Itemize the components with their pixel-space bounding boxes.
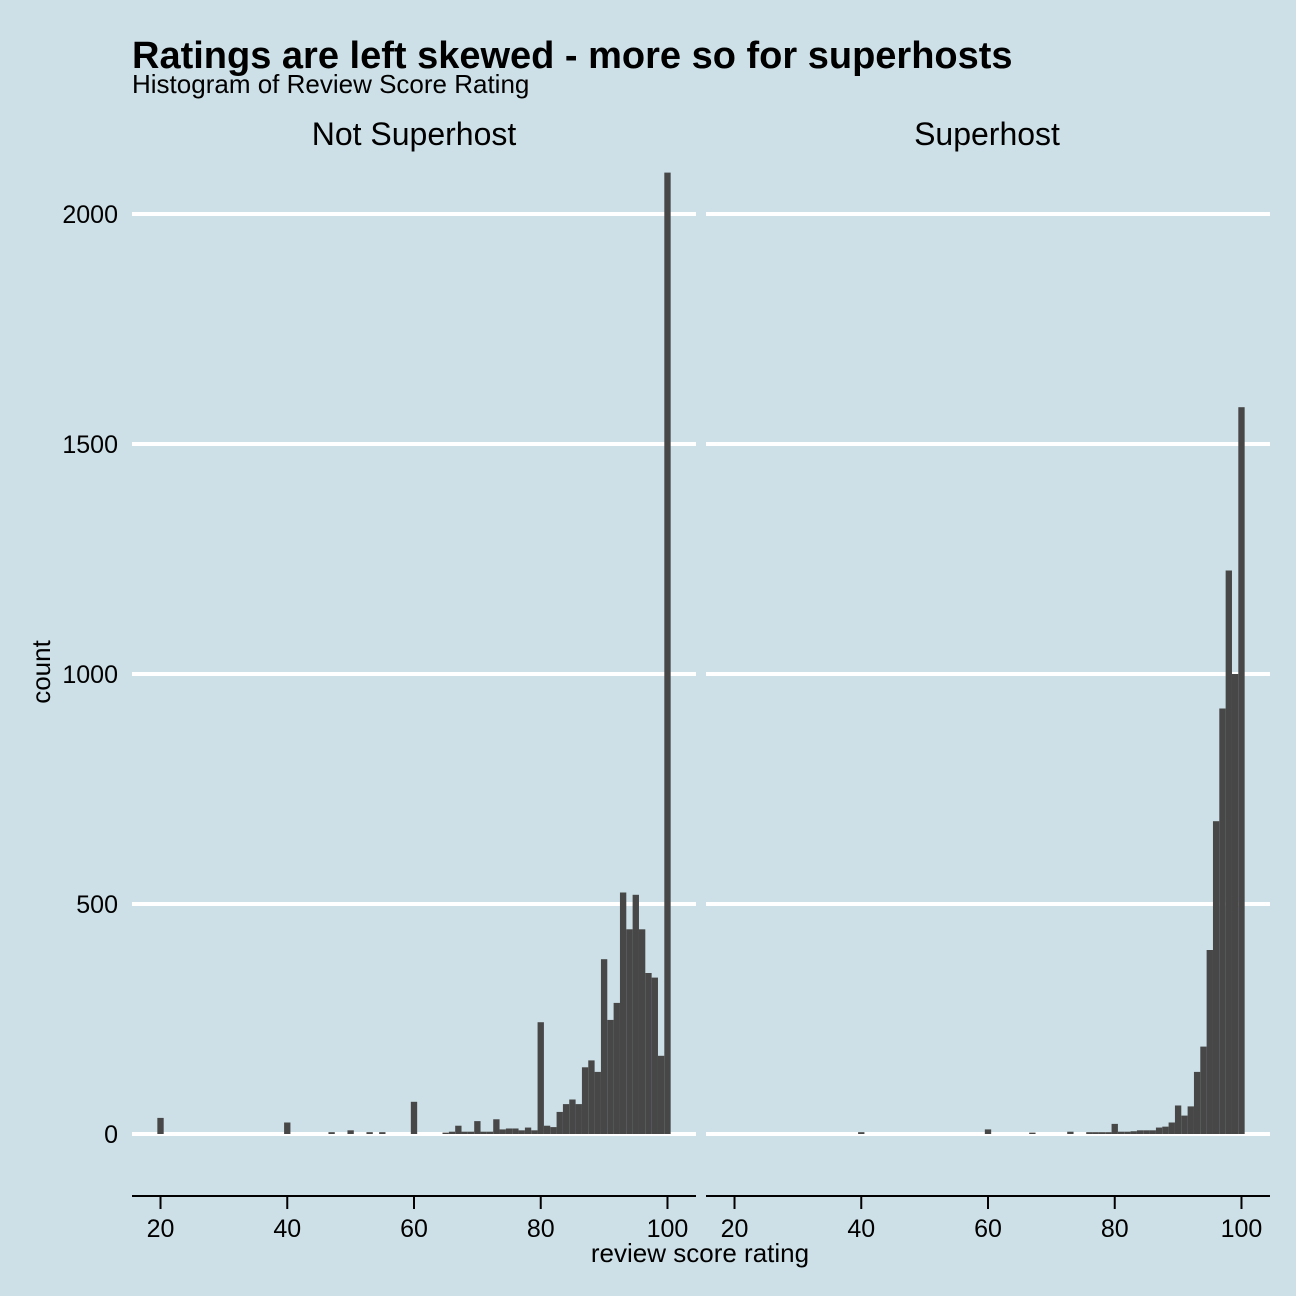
bar-superhost-90 bbox=[1174, 1105, 1182, 1134]
bar-not-superhost-55 bbox=[379, 1132, 386, 1134]
x-tick-label-not-superhost-100: 100 bbox=[647, 1215, 689, 1243]
bar-superhost-97 bbox=[1219, 708, 1226, 1134]
y-tick-label-1500: 1500 bbox=[62, 431, 118, 459]
bar-superhost-80 bbox=[1111, 1123, 1118, 1134]
bar-superhost-78 bbox=[1098, 1132, 1106, 1134]
bar-not-superhost-100 bbox=[664, 172, 671, 1135]
gridlines bbox=[132, 212, 1270, 1136]
bar-not-superhost-71 bbox=[480, 1131, 487, 1134]
bar-not-superhost-89 bbox=[594, 1071, 601, 1134]
x-axis-label: review score rating bbox=[591, 1238, 809, 1268]
bar-not-superhost-87 bbox=[581, 1067, 589, 1134]
bar-not-superhost-85 bbox=[569, 1099, 576, 1134]
x-tick-label-not-superhost-40: 40 bbox=[273, 1215, 301, 1243]
bar-superhost-67 bbox=[1029, 1132, 1036, 1134]
bar-not-superhost-50 bbox=[347, 1130, 354, 1134]
bar-not-superhost-68 bbox=[461, 1131, 468, 1134]
bar-not-superhost-69 bbox=[467, 1131, 475, 1134]
y-tick-label-1000: 1000 bbox=[62, 661, 118, 689]
bar-superhost-88 bbox=[1162, 1126, 1169, 1134]
bar-superhost-98 bbox=[1225, 570, 1232, 1134]
bar-not-superhost-79 bbox=[531, 1130, 538, 1134]
x-tick-label-not-superhost-20: 20 bbox=[147, 1215, 175, 1243]
bar-superhost-96 bbox=[1212, 821, 1220, 1134]
bar-not-superhost-53 bbox=[366, 1132, 373, 1134]
bar-not-superhost-98 bbox=[651, 977, 658, 1134]
x-tick-label-not-superhost-80: 80 bbox=[527, 1215, 555, 1243]
bar-not-superhost-83 bbox=[556, 1111, 563, 1134]
bar-superhost-99 bbox=[1231, 674, 1239, 1134]
bar-not-superhost-75 bbox=[505, 1128, 513, 1134]
bar-superhost-83 bbox=[1130, 1131, 1137, 1134]
chart-subtitle: Histogram of Review Score Rating bbox=[132, 69, 529, 99]
bar-not-superhost-92 bbox=[613, 1002, 620, 1134]
bar-superhost-94 bbox=[1200, 1046, 1207, 1134]
bar-superhost-77 bbox=[1092, 1132, 1099, 1134]
bar-superhost-92 bbox=[1187, 1106, 1194, 1134]
bar-not-superhost-76 bbox=[512, 1128, 519, 1134]
bar-not-superhost-94 bbox=[626, 929, 633, 1134]
y-tick-label-0: 0 bbox=[104, 1121, 118, 1149]
bar-not-superhost-95 bbox=[632, 894, 639, 1134]
bar-not-superhost-60 bbox=[410, 1101, 418, 1134]
x-tick-label-superhost-40: 40 bbox=[847, 1215, 875, 1243]
bar-not-superhost-66 bbox=[448, 1131, 456, 1134]
facet-label-not-superhost: Not Superhost bbox=[312, 116, 517, 152]
bar-not-superhost-78 bbox=[524, 1127, 532, 1134]
bar-not-superhost-20 bbox=[157, 1117, 164, 1134]
bar-not-superhost-72 bbox=[486, 1131, 494, 1134]
bar-superhost-82 bbox=[1124, 1131, 1131, 1134]
bar-not-superhost-86 bbox=[575, 1104, 582, 1134]
bar-superhost-81 bbox=[1117, 1131, 1125, 1134]
bar-superhost-84 bbox=[1136, 1130, 1144, 1134]
bar-not-superhost-70 bbox=[474, 1121, 481, 1134]
bar-superhost-91 bbox=[1181, 1115, 1188, 1134]
y-tick-label-500: 500 bbox=[76, 891, 118, 919]
bar-not-superhost-91 bbox=[607, 1019, 614, 1134]
bar-not-superhost-97 bbox=[645, 973, 652, 1134]
x-tick-label-not-superhost-60: 60 bbox=[400, 1215, 428, 1243]
x-tick-label-superhost-20: 20 bbox=[721, 1215, 749, 1243]
bar-superhost-86 bbox=[1149, 1130, 1156, 1134]
bar-not-superhost-65 bbox=[442, 1132, 449, 1134]
bar-superhost-76 bbox=[1086, 1132, 1093, 1134]
bar-superhost-93 bbox=[1193, 1071, 1201, 1134]
x-tick-label-superhost-80: 80 bbox=[1101, 1215, 1129, 1243]
bar-not-superhost-74 bbox=[499, 1129, 506, 1134]
bar-not-superhost-88 bbox=[588, 1060, 595, 1134]
bar-superhost-89 bbox=[1168, 1122, 1175, 1134]
x-tick-label-superhost-100: 100 bbox=[1221, 1215, 1263, 1243]
bar-superhost-85 bbox=[1143, 1130, 1150, 1134]
chart-title: Ratings are left skewed - more so for su… bbox=[132, 35, 1013, 77]
bar-not-superhost-96 bbox=[638, 929, 646, 1134]
bar-not-superhost-93 bbox=[619, 892, 627, 1134]
bar-not-superhost-47 bbox=[328, 1132, 335, 1134]
bar-superhost-100 bbox=[1238, 407, 1245, 1134]
bar-not-superhost-84 bbox=[562, 1104, 570, 1134]
y-tick-label-2000: 2000 bbox=[62, 201, 118, 229]
histogram-bars bbox=[157, 172, 1245, 1135]
bar-not-superhost-40 bbox=[284, 1122, 291, 1134]
bar-not-superhost-67 bbox=[455, 1125, 462, 1134]
facet-label-superhost: Superhost bbox=[914, 116, 1060, 152]
bar-not-superhost-73 bbox=[493, 1119, 500, 1134]
bar-not-superhost-99 bbox=[657, 1055, 665, 1134]
bar-not-superhost-81 bbox=[543, 1125, 551, 1134]
bar-not-superhost-90 bbox=[600, 959, 608, 1134]
bar-superhost-40 bbox=[858, 1132, 865, 1134]
bar-superhost-73 bbox=[1067, 1131, 1074, 1134]
bar-superhost-60 bbox=[984, 1129, 992, 1134]
x-tick-label-superhost-60: 60 bbox=[974, 1215, 1002, 1243]
bar-superhost-87 bbox=[1155, 1127, 1163, 1134]
bar-not-superhost-80 bbox=[537, 1022, 544, 1134]
bar-not-superhost-82 bbox=[550, 1127, 557, 1134]
y-axis-label: count bbox=[26, 639, 56, 703]
bar-not-superhost-77 bbox=[518, 1130, 525, 1134]
bar-superhost-79 bbox=[1105, 1132, 1112, 1134]
bar-superhost-95 bbox=[1206, 950, 1213, 1134]
